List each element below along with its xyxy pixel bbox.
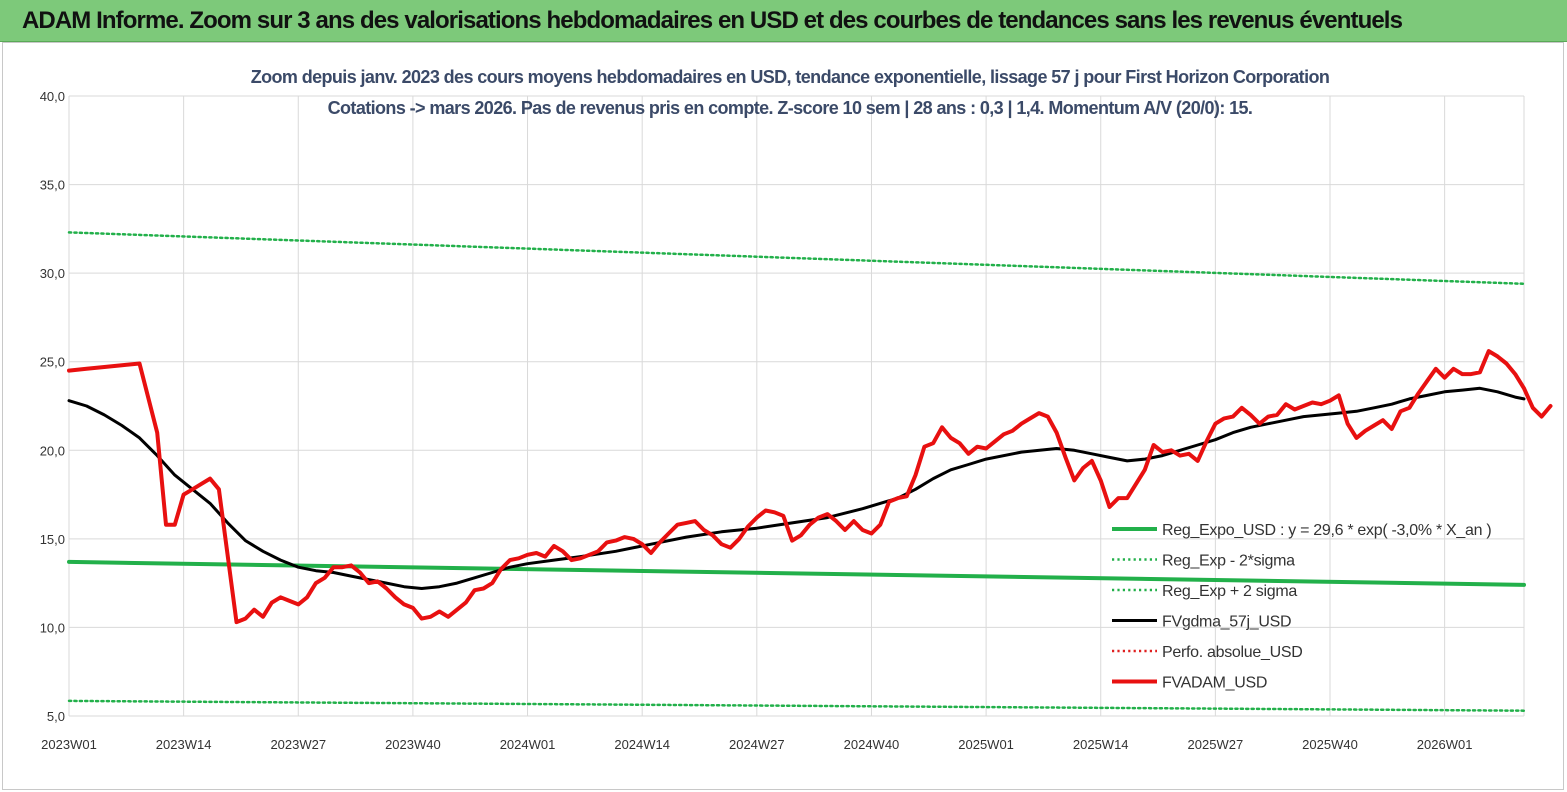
- header-banner: ADAM Informe. Zoom sur 3 ans des valoris…: [0, 0, 1567, 42]
- x-tick-label: 2025W01: [958, 737, 1014, 752]
- series-line-1: [67, 699, 1526, 712]
- y-tick-label: 35,0: [40, 178, 65, 193]
- x-tick-label: 2025W40: [1302, 737, 1358, 752]
- series-line-3: [67, 386, 1526, 590]
- x-tick-label: 2023W14: [156, 737, 212, 752]
- x-tick-label: 2026W01: [1417, 737, 1473, 752]
- y-tick-label: 5,0: [47, 709, 65, 724]
- legend: Reg_Expo_USD : y = 29,6 * exp( -3,0% * X…: [1112, 522, 1492, 692]
- x-axis-ticks: 2023W01 2023W14 2023W27 2023W40 2024W01 2024W…: [41, 737, 1472, 752]
- x-tick-label: 2024W40: [844, 737, 900, 752]
- y-tick-label: 40,0: [40, 89, 65, 104]
- legend-label: Reg_Exp + 2 sigma: [1162, 583, 1297, 600]
- x-tick-label: 2023W27: [270, 737, 326, 752]
- x-tick-label: 2024W14: [614, 737, 670, 752]
- legend-label: FVADAM_USD: [1162, 675, 1267, 692]
- x-tick-label: 2024W01: [500, 737, 556, 752]
- legend-label: Reg_Exp - 2*sigma: [1162, 553, 1295, 570]
- y-tick-label: 25,0: [40, 355, 65, 370]
- y-tick-label: 15,0: [40, 532, 65, 547]
- banner-title: ADAM Informe. Zoom sur 3 ans des valoris…: [22, 7, 1403, 34]
- grid-lines: [68, 95, 1525, 717]
- y-tick-label: 30,0: [40, 266, 65, 281]
- series-line-2: [67, 231, 1526, 286]
- x-tick-label: 2024W27: [729, 737, 785, 752]
- series-line-0: [67, 559, 1526, 587]
- y-tick-label: 10,0: [40, 620, 65, 635]
- legend-label: Reg_Expo_USD : y = 29,6 * exp( -3,0% * X…: [1162, 522, 1491, 539]
- chart-subtitle: Cotations -> mars 2026. Pas de revenus p…: [327, 98, 1253, 118]
- y-tick-label: 20,0: [40, 443, 65, 458]
- x-tick-label: 2023W40: [385, 737, 441, 752]
- x-tick-label: 2025W27: [1188, 737, 1244, 752]
- x-tick-label: 2025W14: [1073, 737, 1129, 752]
- chart-title: Zoom depuis janv. 2023 des cours moyens …: [250, 67, 1330, 87]
- x-tick-label: 2023W01: [41, 737, 97, 752]
- legend-label: FVgdma_57j_USD: [1162, 614, 1291, 631]
- series-layer: [67, 231, 1553, 712]
- legend-label: Perfo. absolue_USD: [1162, 644, 1302, 661]
- series-line-5: [67, 349, 1553, 625]
- y-axis-ticks: 5,0 10,0 15,0 20,0 25,0 30,0 35,0 40,0: [40, 89, 65, 724]
